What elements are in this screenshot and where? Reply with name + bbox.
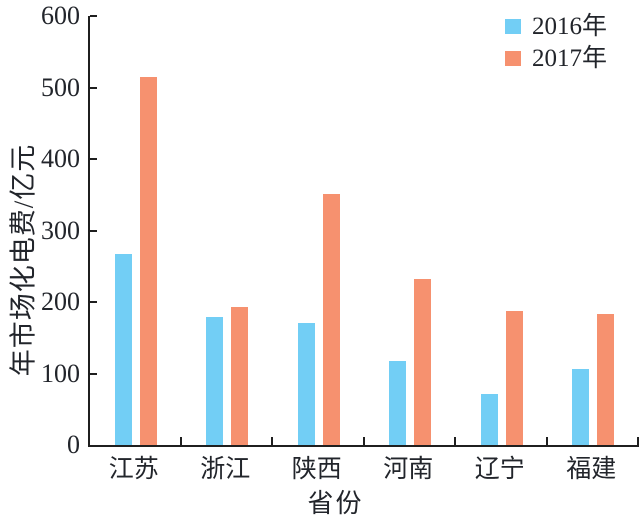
- x-tick-mark: [454, 437, 456, 445]
- bar-group-陕西: [273, 16, 365, 445]
- bar-group-辽宁: [456, 16, 548, 445]
- x-category-label: 福建: [566, 456, 617, 483]
- legend-entry-2016年: 2016年: [505, 13, 607, 40]
- x-axis-title: 省份: [307, 489, 364, 518]
- y-tick-label: 100: [41, 358, 80, 388]
- bar-2016年-福建: [572, 368, 590, 445]
- bar-2017年-河南: [414, 279, 432, 445]
- bar-2016年-辽宁: [480, 394, 498, 445]
- legend-label: 2017年: [532, 45, 608, 72]
- bar-2017年-辽宁: [505, 311, 523, 445]
- x-category-label: 浙江: [200, 456, 251, 483]
- bar-group-江苏: [90, 16, 182, 445]
- bar-2016年-江苏: [114, 254, 132, 445]
- legend: 2016年 2017年: [505, 13, 607, 72]
- x-category-label: 江苏: [108, 456, 159, 483]
- legend-swatch-icon: [505, 51, 521, 66]
- legend-label: 2016年: [532, 13, 608, 40]
- bar-group-河南: [365, 16, 457, 445]
- bar-2016年-陕西: [297, 323, 315, 445]
- x-tick-mark: [637, 437, 639, 445]
- x-tick-mark: [362, 437, 365, 445]
- x-tick-mark: [179, 437, 182, 445]
- bar-group-福建: [548, 16, 640, 445]
- x-category-label: 辽宁: [474, 456, 525, 483]
- y-axis-title: 年市场化电费/亿元: [8, 143, 39, 377]
- bar-2016年-河南: [389, 360, 407, 445]
- y-tick-label: 400: [41, 144, 80, 173]
- bar-2017年-陕西: [322, 194, 340, 445]
- y-tick-label: 300: [41, 215, 80, 245]
- x-category-label: 河南: [383, 456, 434, 483]
- x-tick-mark: [271, 437, 273, 445]
- y-tick-label: 500: [41, 72, 80, 102]
- legend-swatch-icon: [505, 19, 521, 34]
- bar-2016年-浙江: [206, 317, 224, 445]
- bar-2017年-浙江: [231, 307, 249, 445]
- bar-2017年-江苏: [139, 76, 157, 445]
- y-tick-label: 0: [67, 430, 80, 459]
- y-tick-mark: [90, 229, 97, 232]
- plot-area: [88, 15, 640, 447]
- bar-2017年-福建: [597, 314, 615, 445]
- y-tick-label: 200: [41, 287, 80, 316]
- x-tick-mark: [545, 437, 548, 445]
- legend-entry-2017年: 2017年: [505, 45, 607, 72]
- y-tick-mark: [90, 158, 97, 160]
- bar-group-浙江: [182, 16, 274, 445]
- y-tick-mark: [90, 15, 97, 17]
- x-category-label: 陕西: [291, 456, 342, 483]
- y-tick-mark: [90, 372, 97, 375]
- y-tick-mark: [90, 301, 97, 303]
- y-tick-mark: [90, 86, 97, 89]
- y-tick-label: 600: [41, 1, 80, 30]
